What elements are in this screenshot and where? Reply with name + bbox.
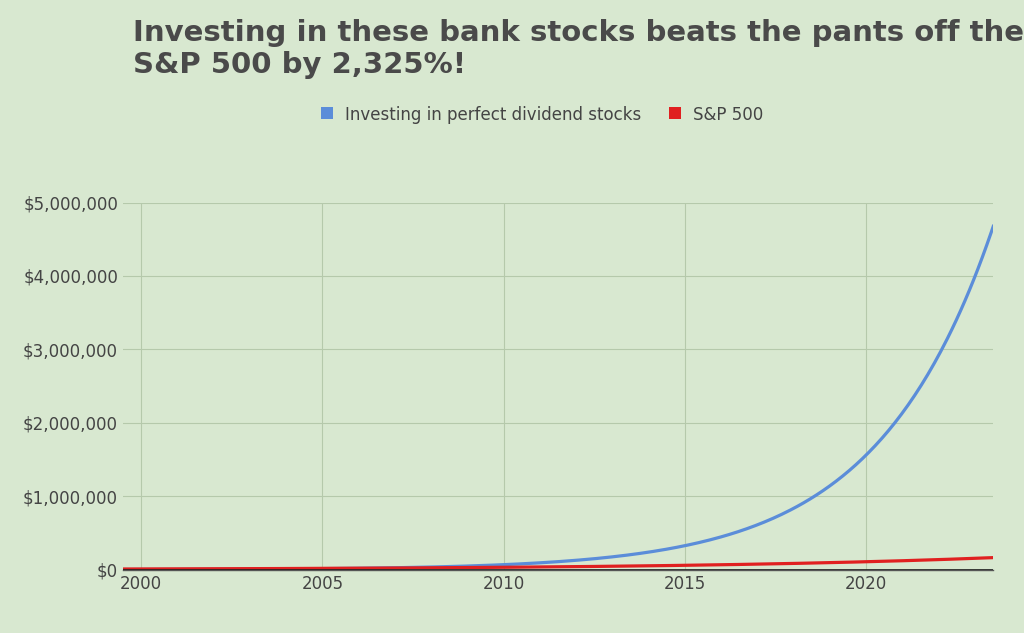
Investing in perfect dividend stocks [745,523,758,531]
S&P 500 [750,560,762,568]
Investing in perfect dividend stocks [400,564,413,572]
Legend: Investing in perfect dividend stocks, S&P 500: Investing in perfect dividend stocks, S&… [313,101,768,128]
Text: Investing in these bank stocks beats the pants off the
S&P 500 by 2,325%!: Investing in these bank stocks beats the… [133,19,1024,79]
Line: S&P 500: S&P 500 [123,558,993,569]
S&P 500 [745,560,758,568]
Line: Investing in perfect dividend stocks: Investing in perfect dividend stocks [123,226,993,570]
Investing in perfect dividend stocks [462,562,474,570]
S&P 500 [665,561,677,569]
Investing in perfect dividend stocks [987,222,999,230]
Investing in perfect dividend stocks [665,545,677,553]
S&P 500 [400,564,413,572]
S&P 500 [221,565,233,572]
S&P 500 [117,565,129,573]
Investing in perfect dividend stocks [221,565,233,573]
S&P 500 [462,564,474,572]
S&P 500 [987,554,999,561]
Investing in perfect dividend stocks [117,566,129,573]
Investing in perfect dividend stocks [750,522,762,529]
